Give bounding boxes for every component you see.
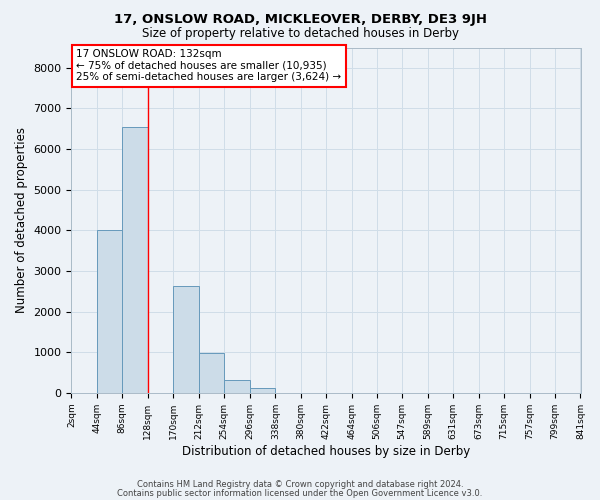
Bar <box>199 354 224 393</box>
X-axis label: Distribution of detached houses by size in Derby: Distribution of detached houses by size … <box>182 444 470 458</box>
Text: Size of property relative to detached houses in Derby: Size of property relative to detached ho… <box>142 28 458 40</box>
Bar <box>97 230 122 393</box>
Y-axis label: Number of detached properties: Number of detached properties <box>15 127 28 313</box>
Bar <box>173 286 199 393</box>
Text: 17 ONSLOW ROAD: 132sqm
← 75% of detached houses are smaller (10,935)
25% of semi: 17 ONSLOW ROAD: 132sqm ← 75% of detached… <box>76 49 341 82</box>
Bar <box>250 388 275 393</box>
Text: 17, ONSLOW ROAD, MICKLEOVER, DERBY, DE3 9JH: 17, ONSLOW ROAD, MICKLEOVER, DERBY, DE3 … <box>113 12 487 26</box>
Text: Contains HM Land Registry data © Crown copyright and database right 2024.: Contains HM Land Registry data © Crown c… <box>137 480 463 489</box>
Bar <box>122 126 148 393</box>
Text: Contains public sector information licensed under the Open Government Licence v3: Contains public sector information licen… <box>118 488 482 498</box>
Bar <box>224 380 250 393</box>
